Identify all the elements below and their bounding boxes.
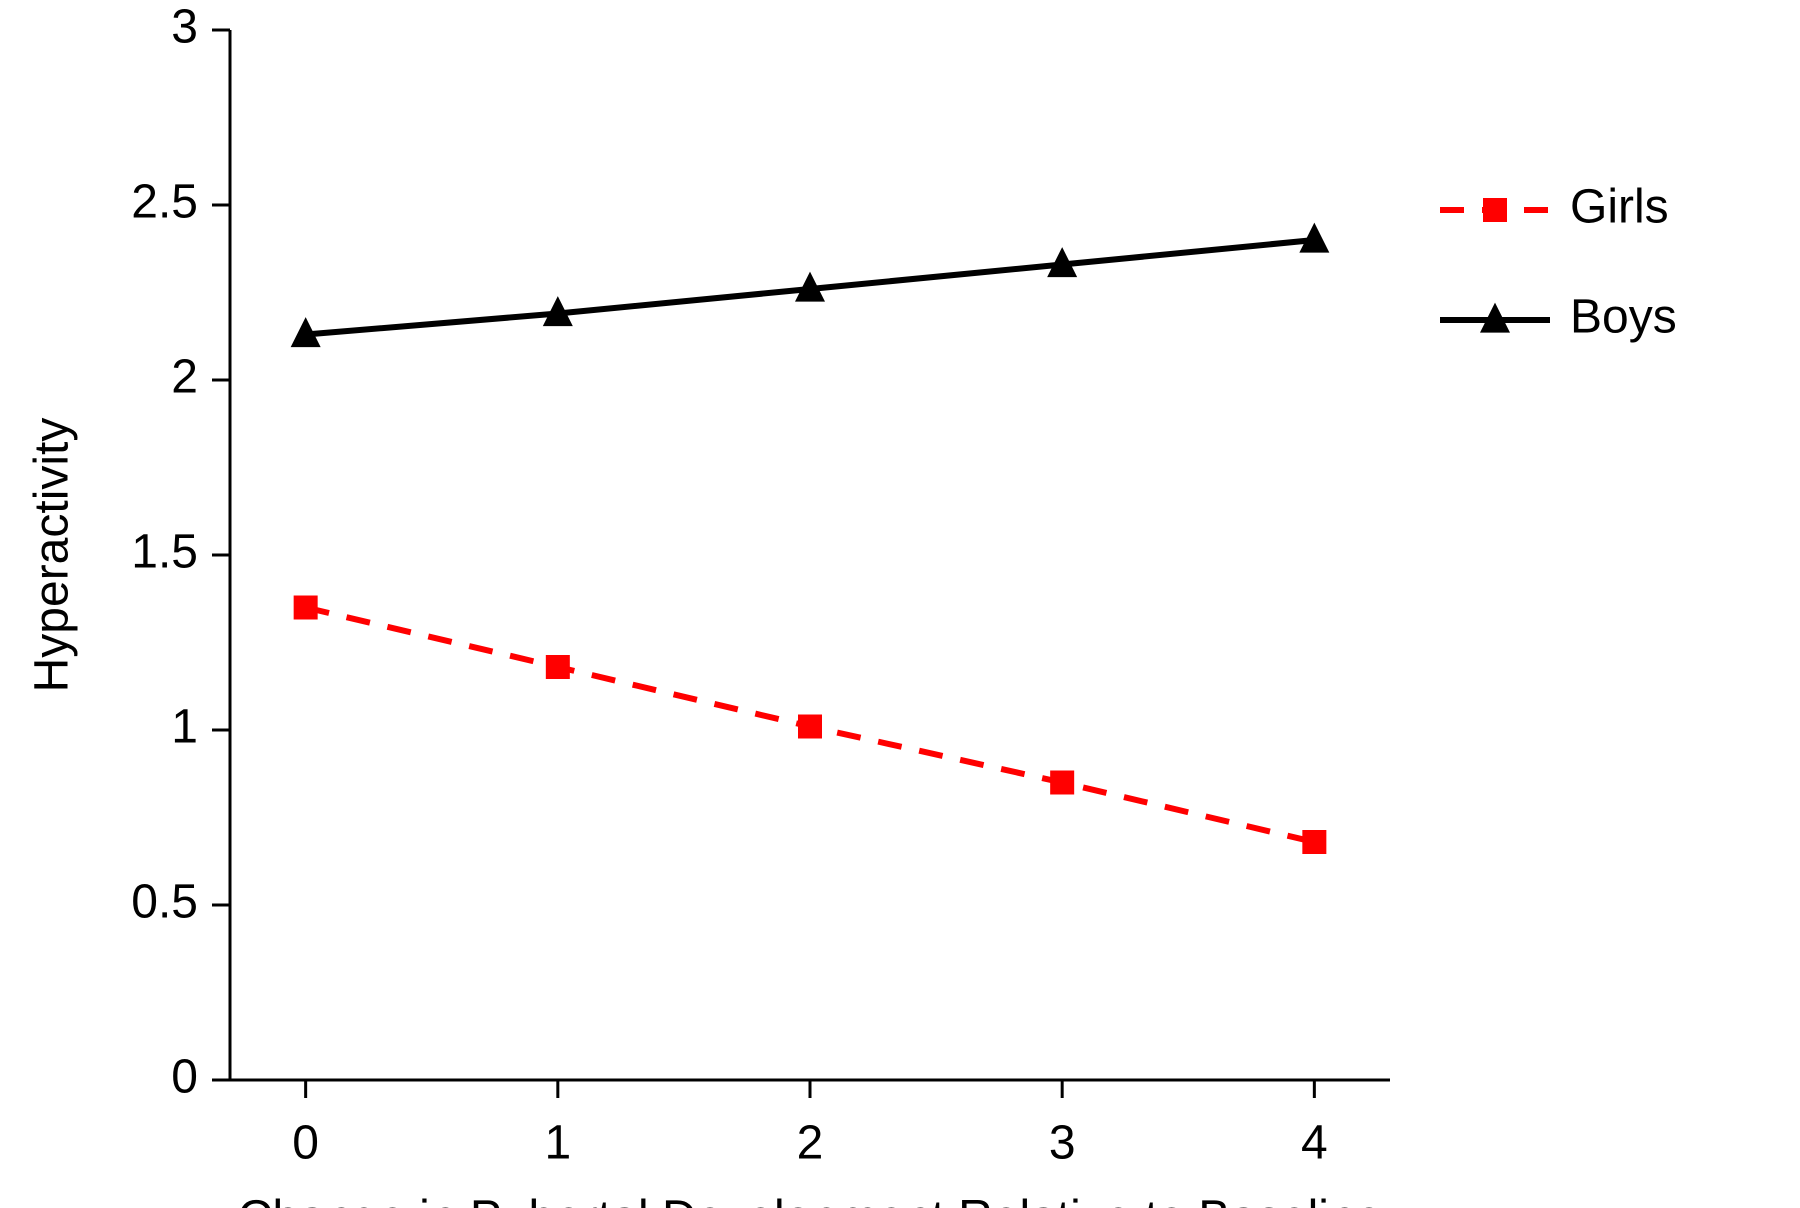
marker-girls xyxy=(798,715,822,739)
x-tick-label: 3 xyxy=(1049,1117,1076,1170)
chart-container: 0 0.5 1 1.5 2 2.5 3 0 1 2 3 4 Hyperactivity Change in… xyxy=(0,0,1800,1208)
x-tick-label: 4 xyxy=(1301,1117,1328,1170)
y-tick-label: 0 xyxy=(171,1051,198,1104)
y-tick-label: 1.5 xyxy=(131,526,198,579)
marker-girls xyxy=(1050,771,1074,795)
legend-label: Girls xyxy=(1570,181,1669,234)
x-tick-label: 2 xyxy=(797,1117,824,1170)
y-tick-label: 2 xyxy=(171,351,198,404)
y-tick-label: 1 xyxy=(171,701,198,754)
legend-marker xyxy=(1483,198,1507,222)
y-tick-label: 2.5 xyxy=(131,176,198,229)
y-tick-label: 3 xyxy=(171,1,198,54)
line-chart: 0 0.5 1 1.5 2 2.5 3 0 1 2 3 4 Hyperactivity Change in… xyxy=(0,0,1800,1208)
chart-background xyxy=(0,0,1800,1208)
marker-girls xyxy=(1302,830,1326,854)
x-axis-label: Change in Pubertal Development Relative … xyxy=(238,1192,1383,1208)
legend-label: Boys xyxy=(1570,291,1677,344)
marker-girls xyxy=(546,655,570,679)
marker-girls xyxy=(294,596,318,620)
x-tick-label: 0 xyxy=(292,1117,319,1170)
y-tick-label: 0.5 xyxy=(131,876,198,929)
y-axis-label: Hyperactivity xyxy=(26,418,79,693)
x-tick-label: 1 xyxy=(544,1117,571,1170)
